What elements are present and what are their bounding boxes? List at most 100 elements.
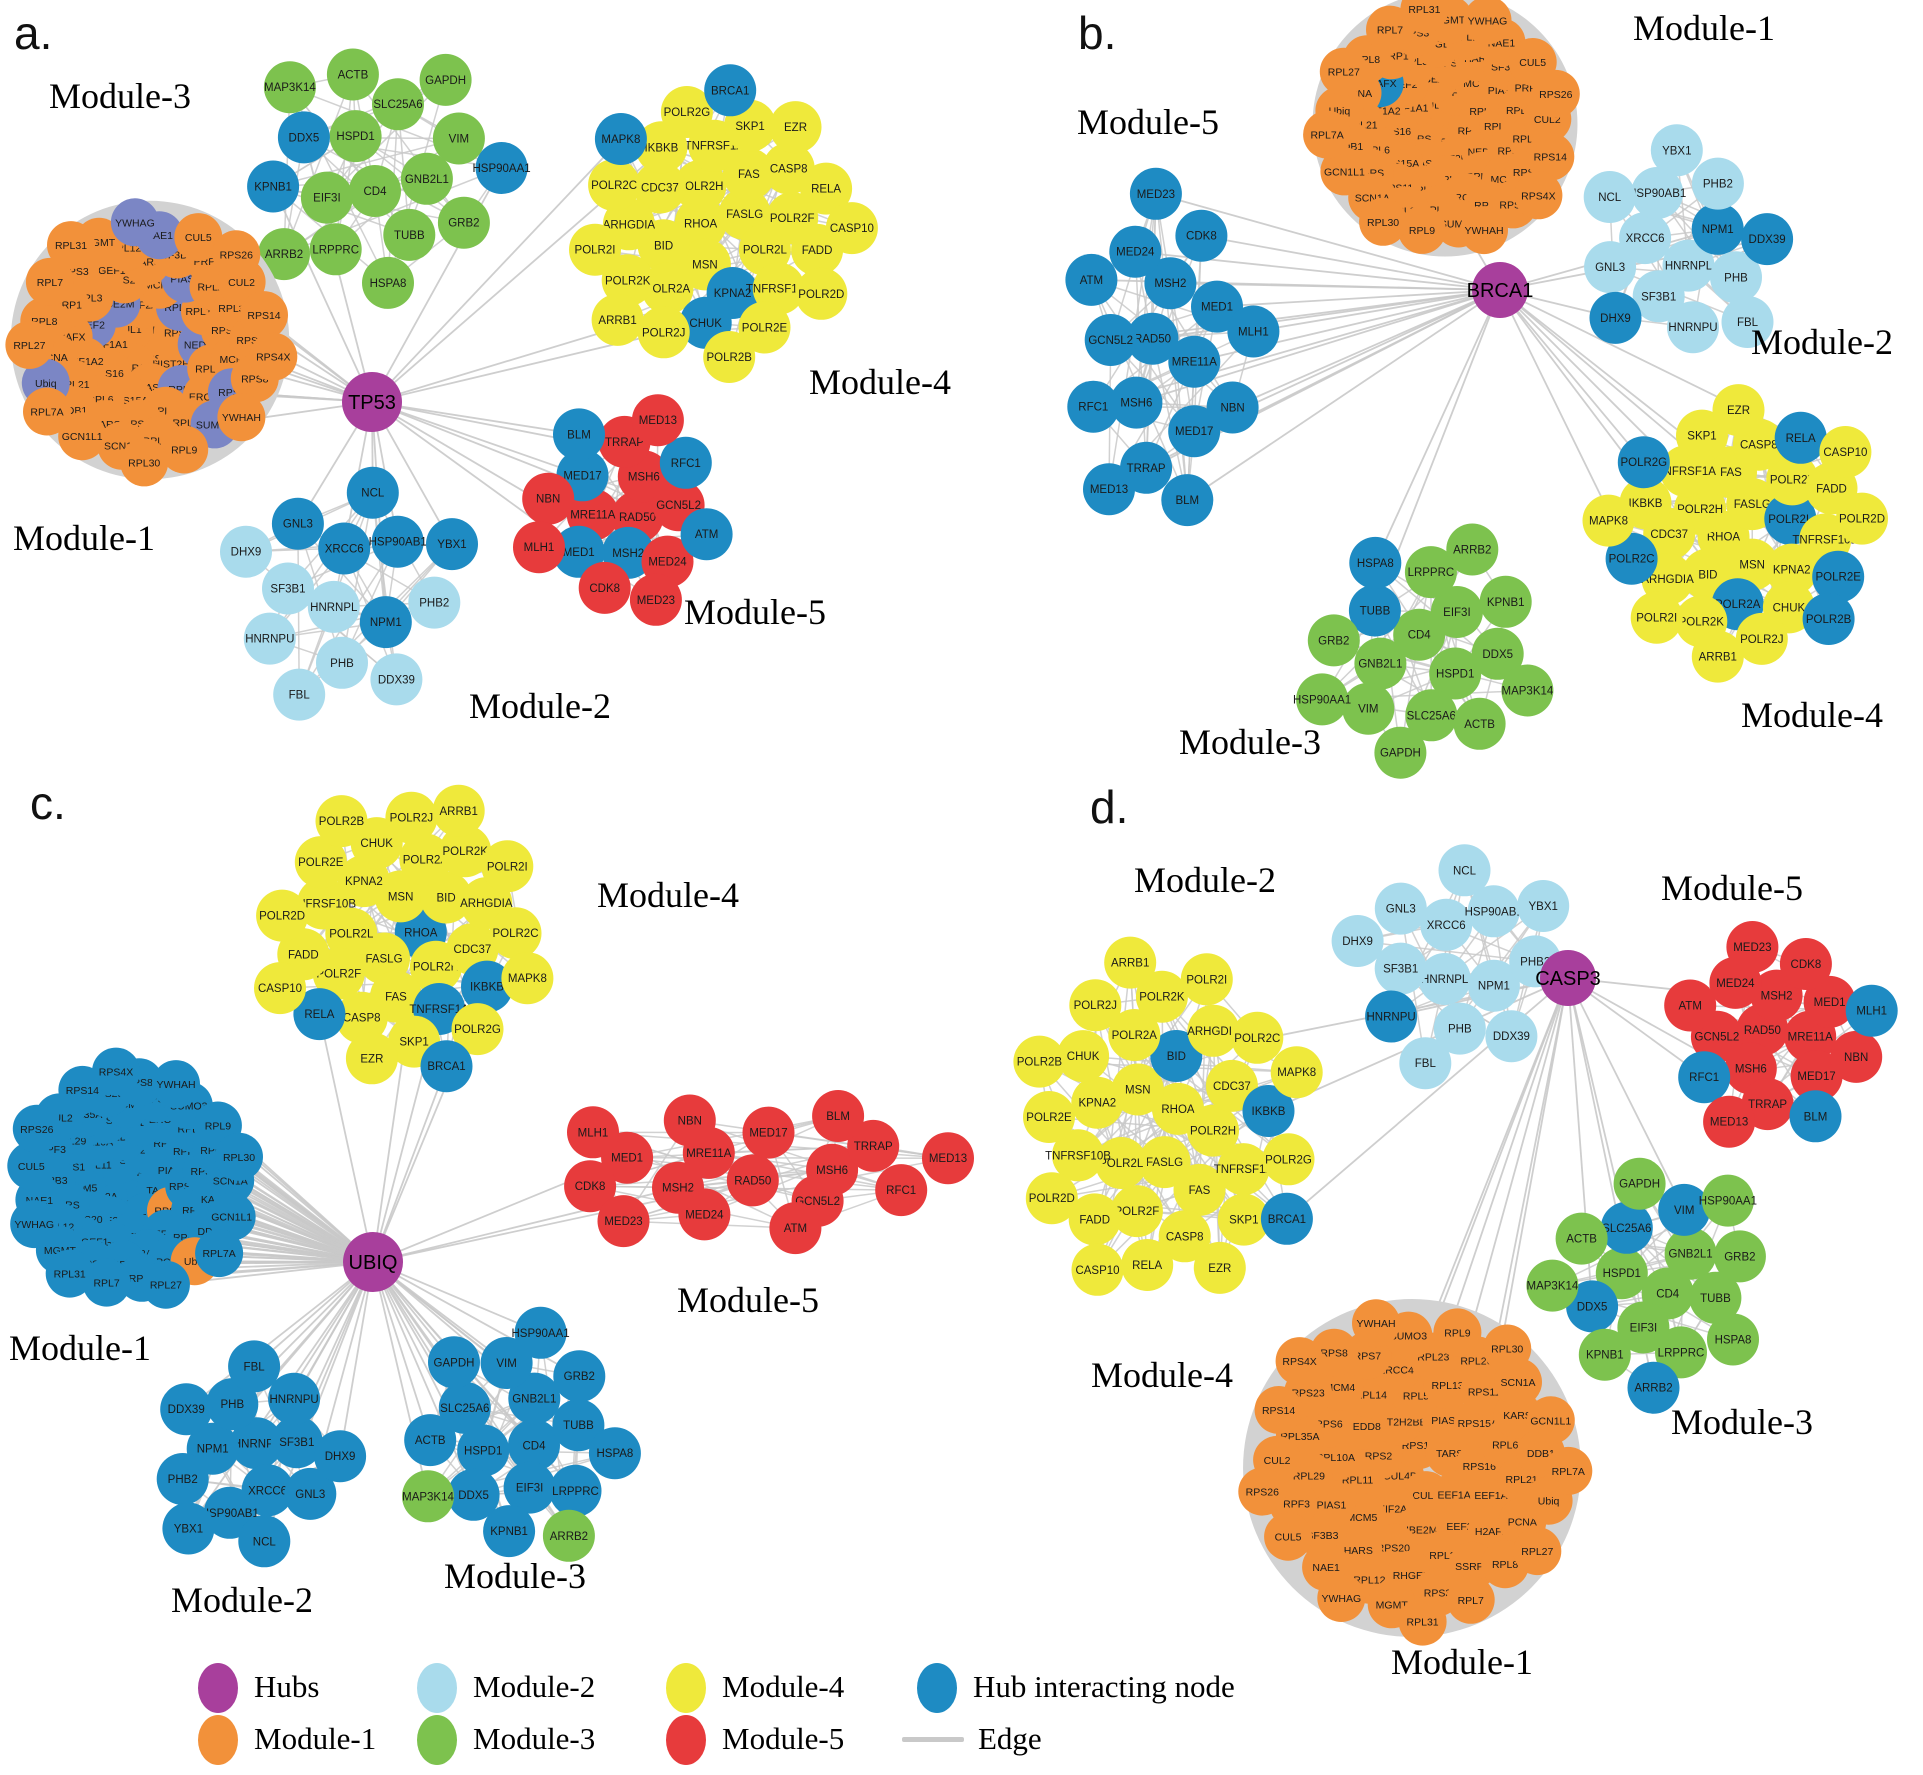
node-circle[interactable] (1187, 1004, 1240, 1057)
node-circle[interactable] (1446, 1575, 1495, 1624)
node-circle[interactable] (1238, 1467, 1287, 1516)
node-circle[interactable] (447, 1468, 500, 1521)
node-circle[interactable] (1774, 411, 1827, 464)
node-circle[interactable] (45, 1249, 94, 1298)
node-circle[interactable] (1726, 538, 1779, 591)
node-map3k14[interactable]: MAP3K14 (402, 1470, 454, 1523)
node-circle[interactable] (678, 1188, 731, 1241)
node-polr2b[interactable]: POLR2B (1802, 593, 1855, 645)
node-circle[interactable] (1438, 844, 1491, 897)
node-circle[interactable] (738, 301, 791, 354)
node-phb[interactable]: PHB (206, 1378, 259, 1431)
node-circle[interactable] (1013, 1035, 1066, 1088)
node-rps4x[interactable]: RPS4X (1514, 171, 1563, 220)
node-circle[interactable] (359, 596, 412, 649)
node-circle[interactable] (207, 1192, 256, 1241)
node-polr2e[interactable]: POLR2E (1023, 1091, 1075, 1143)
node-circle[interactable] (1627, 1361, 1680, 1414)
node-circle[interactable] (591, 293, 644, 346)
node-circle[interactable] (241, 1464, 294, 1517)
node-polr2b[interactable]: POLR2B (1013, 1035, 1066, 1088)
node-tubb[interactable]: TUBB (1689, 1271, 1742, 1324)
node-fas[interactable]: FAS (1173, 1163, 1226, 1216)
node-polr2e[interactable]: POLR2E (1812, 550, 1865, 603)
node-circle[interactable] (315, 795, 368, 848)
node-circle[interactable] (249, 332, 298, 381)
node-circle[interactable] (769, 1202, 822, 1255)
node-circle[interactable] (1144, 257, 1197, 310)
node-arrb2[interactable]: ARRB2 (542, 1509, 595, 1562)
node-rpl30[interactable]: RPL30 (215, 1132, 263, 1181)
node-ywhag[interactable]: YWHAG (1317, 1574, 1366, 1622)
node-med24[interactable]: MED24 (1109, 225, 1162, 278)
node-tubb[interactable]: TUBB (552, 1399, 605, 1452)
node-rela[interactable]: RELA (1121, 1239, 1174, 1291)
node-circle[interactable] (297, 877, 350, 930)
node-polr2g[interactable]: POLR2G (1617, 436, 1670, 489)
node-rpl30[interactable]: RPL30 (1483, 1324, 1532, 1373)
hub-node-casp3[interactable]: CASP3 (1535, 950, 1601, 1006)
node-circle[interactable] (349, 165, 401, 217)
node-circle[interactable] (1023, 1091, 1075, 1143)
node-circle[interactable] (461, 960, 513, 1013)
node-med17[interactable]: MED17 (1790, 1050, 1843, 1103)
node-circle[interactable] (1418, 953, 1471, 1005)
node-circle[interactable] (722, 148, 775, 201)
node-rps26[interactable]: RPS26 (1238, 1467, 1287, 1516)
node-mlh1[interactable]: MLH1 (513, 521, 565, 574)
node-circle[interactable] (1613, 1157, 1666, 1210)
node-ybx1[interactable]: YBX1 (1517, 880, 1570, 932)
node-rpl7[interactable]: RPL7 (82, 1258, 131, 1307)
node-circle[interactable] (1084, 314, 1137, 366)
node-circle[interactable] (294, 836, 347, 889)
node-circle[interactable] (1463, 0, 1512, 45)
node-polr2i[interactable]: POLR2I (1630, 591, 1683, 644)
node-ywhah[interactable]: YWHAH (217, 393, 266, 442)
node-circle[interactable] (206, 1378, 259, 1431)
node-phb[interactable]: PHB (1433, 1002, 1486, 1055)
node-eif3i[interactable]: EIF3I (1617, 1301, 1670, 1354)
node-circle[interactable] (451, 1003, 504, 1056)
node-circle[interactable] (273, 668, 326, 721)
node-hnrnpu[interactable]: HNRNPU (268, 1372, 321, 1425)
node-circle[interactable] (1676, 409, 1728, 462)
node-ezr[interactable]: EZR (345, 1032, 398, 1085)
node-circle[interactable] (1703, 1095, 1756, 1148)
hub-circle[interactable] (1540, 950, 1596, 1006)
node-med13[interactable]: MED13 (1703, 1095, 1756, 1148)
node-polr2d[interactable]: POLR2D (256, 889, 309, 942)
node-kpnb1[interactable]: KPNB1 (1578, 1328, 1631, 1381)
node-circle[interactable] (1374, 882, 1427, 935)
node-circle[interactable] (480, 1337, 533, 1389)
node-ddx39[interactable]: DDX39 (1741, 213, 1794, 266)
node-circle[interactable] (438, 1381, 491, 1434)
node-eif3i[interactable]: EIF3I (300, 171, 353, 224)
node-circle[interactable] (1264, 1512, 1313, 1561)
node-circle[interactable] (120, 438, 169, 487)
node-circle[interactable] (1789, 1090, 1842, 1143)
node-med23[interactable]: MED23 (1129, 167, 1182, 220)
node-fbl[interactable]: FBL (1399, 1037, 1452, 1090)
node-circle[interactable] (1405, 689, 1458, 742)
node-polr2l[interactable]: POLR2L (1095, 1137, 1148, 1189)
node-circle[interactable] (156, 1453, 209, 1505)
node-kpna2[interactable]: KPNA2 (1071, 1076, 1124, 1129)
node-hspd1[interactable]: HSPD1 (1429, 647, 1482, 700)
node-circle[interactable] (1514, 171, 1563, 220)
node-circle[interactable] (1803, 975, 1856, 1028)
node-circle[interactable] (569, 223, 621, 276)
node-circle[interactable] (922, 1132, 974, 1185)
node-circle[interactable] (812, 1090, 865, 1142)
node-atm[interactable]: ATM (769, 1202, 822, 1255)
node-circle[interactable] (141, 1260, 190, 1309)
node-hsp90ab1[interactable]: HSP90AB1 (1628, 167, 1686, 219)
node-circle[interactable] (345, 1032, 398, 1085)
node-circle[interactable] (1589, 291, 1642, 344)
node-circle[interactable] (1262, 1133, 1315, 1186)
node-circle[interactable] (1555, 1212, 1608, 1265)
node-sf3b1[interactable]: SF3B1 (262, 562, 314, 615)
node-circle[interactable] (588, 159, 641, 211)
node-circle[interactable] (25, 257, 74, 306)
node-circle[interactable] (212, 230, 261, 279)
node-blm[interactable]: BLM (553, 408, 605, 461)
